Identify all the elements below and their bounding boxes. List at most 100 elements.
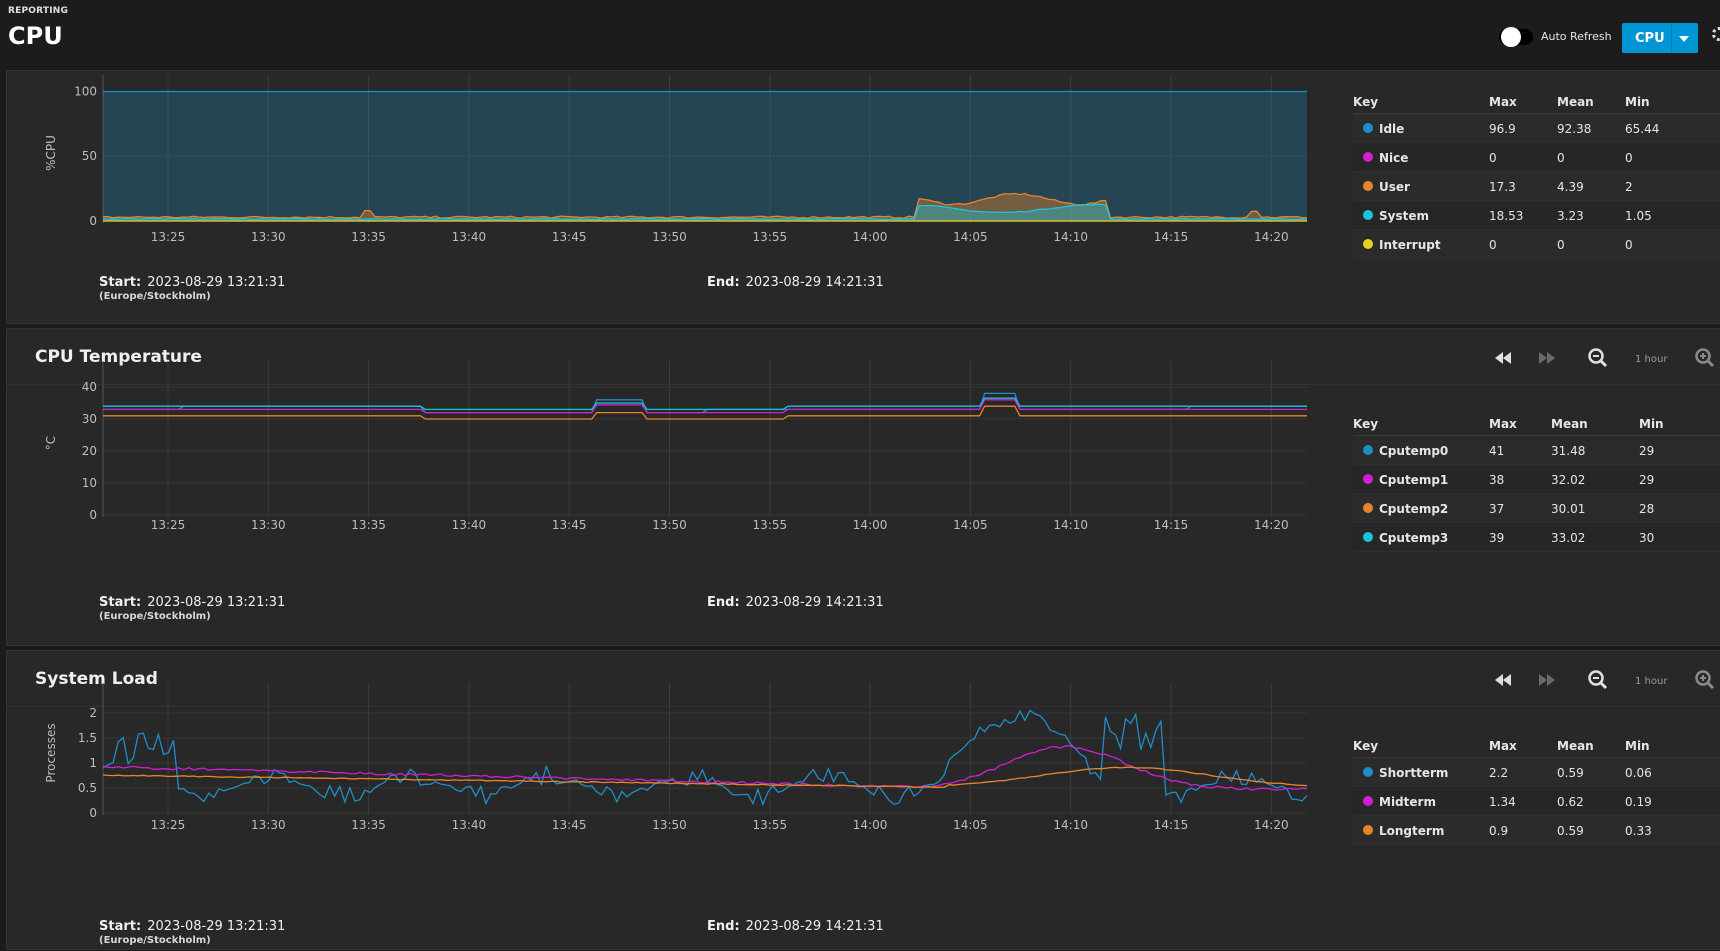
x-tick-label: 14:20	[1254, 818, 1289, 832]
gear-icon[interactable]	[1712, 27, 1720, 41]
system-load-legend: Key Max Mean Min Shortterm 2.2 0.59 0.06 Midterm…	[1353, 733, 1720, 845]
x-tick-label: 13:55	[753, 518, 788, 532]
auto-refresh-toggle-knob[interactable]	[1501, 27, 1521, 47]
end-value: 2023-08-29 14:21:31	[745, 275, 884, 290]
x-tick-label: 13:40	[452, 518, 487, 532]
legend-header-mean: Mean	[1551, 417, 1588, 431]
start-time: Start: 2023-08-29 13:21:31	[99, 595, 285, 610]
x-tick-label: 13:35	[351, 518, 386, 532]
x-tick-label: 14:00	[853, 818, 888, 832]
legend-min-value: 0.06	[1625, 766, 1652, 780]
series-area-system	[103, 204, 1307, 221]
zoom-in-icon[interactable]	[1692, 345, 1718, 371]
legend-min-value: 0	[1625, 151, 1633, 165]
legend-min-value: 30	[1639, 531, 1655, 545]
legend-series-name: Interrupt	[1379, 238, 1441, 252]
series-color-dot	[1363, 152, 1373, 162]
legend-mean-value: 30.01	[1551, 502, 1586, 516]
zoom-out-icon[interactable]	[1585, 667, 1611, 693]
x-tick-label: 14:00	[853, 518, 888, 532]
x-tick-label: 14:10	[1053, 518, 1088, 532]
cpu-temperature-panel: CPU Temperature 1 hour 13:25 13:30 13:35 13…	[6, 328, 1720, 646]
series-color-dot	[1363, 796, 1373, 806]
x-tick-label: 14:15	[1154, 818, 1189, 832]
legend-row-idle[interactable]: Idle 96.9 92.38 65.44	[1353, 114, 1720, 143]
x-tick-label: 14:10	[1053, 818, 1088, 832]
legend-row-cputemp2[interactable]: Cputemp2 37 30.01 28	[1353, 494, 1720, 523]
legend-row-shortterm[interactable]: Shortterm 2.2 0.59 0.06	[1353, 758, 1720, 787]
x-tick-label: 14:15	[1154, 230, 1189, 244]
legend-series-name: Midterm	[1379, 795, 1436, 809]
y-axis-label: %CPU	[44, 135, 58, 171]
end-time: End: 2023-08-29 14:21:31	[707, 595, 884, 610]
zoom-out-icon[interactable]	[1585, 345, 1611, 371]
end-label: End:	[707, 919, 740, 934]
series-color-dot	[1363, 474, 1373, 484]
rewind-icon[interactable]	[1490, 345, 1516, 371]
series-line-system	[102, 203, 1308, 221]
series-color-dot	[1363, 181, 1373, 191]
legend-row-system[interactable]: System 18.53 3.23 1.05	[1353, 201, 1720, 230]
report-select-button[interactable]: CPU	[1622, 23, 1698, 53]
legend-header: Key Max Mean Min	[1353, 733, 1720, 758]
series-line-cputemp3	[103, 397, 1307, 411]
series-line-shortterm	[102, 709, 1308, 807]
legend-row-longterm[interactable]: Longterm 0.9 0.59 0.33	[1353, 816, 1720, 845]
x-tick-label: 13:45	[552, 230, 587, 244]
legend-max-value: 18.53	[1489, 209, 1524, 223]
legend-row-interrupt[interactable]: Interrupt 0 0 0	[1353, 230, 1720, 259]
timezone-label: (Europe/Stockholm)	[99, 611, 211, 622]
legend-header-min: Min	[1625, 739, 1650, 753]
timezone-label: (Europe/Stockholm)	[99, 935, 211, 946]
zoom-range-label: 1 hour	[1635, 354, 1668, 365]
x-tick-label: 13:55	[753, 230, 788, 244]
legend-header-max: Max	[1489, 739, 1517, 753]
breadcrumb[interactable]: REPORTING	[8, 6, 69, 16]
fast-forward-icon[interactable]	[1534, 667, 1560, 693]
y-tick-label: 10	[82, 476, 97, 490]
zoom-in-icon[interactable]	[1692, 667, 1718, 693]
x-tick-label: 14:05	[953, 230, 988, 244]
legend-row-user[interactable]: User 17.3 4.39 2	[1353, 172, 1720, 201]
legend-row-midterm[interactable]: Midterm 1.34 0.62 0.19	[1353, 787, 1720, 816]
end-label: End:	[707, 595, 740, 610]
y-axis-label: °C	[44, 436, 58, 450]
legend-mean-value: 0	[1557, 151, 1565, 165]
start-label: Start:	[99, 595, 142, 610]
legend-row-cputemp0[interactable]: Cputemp0 41 31.48 29	[1353, 436, 1720, 465]
legend-row-nice[interactable]: Nice 0 0 0	[1353, 143, 1720, 172]
legend-row-cputemp3[interactable]: Cputemp3 39 33.02 30	[1353, 523, 1720, 552]
legend-mean-value: 3.23	[1557, 209, 1584, 223]
y-tick-label: 0	[89, 214, 97, 228]
y-tick-label: 20	[82, 444, 97, 458]
cpu-temperature-legend: Key Max Mean Min Cputemp0 41 31.48 29 Cputemp1 38…	[1353, 411, 1720, 552]
legend-max-value: 0	[1489, 151, 1497, 165]
legend-series-name: Cputemp3	[1379, 531, 1449, 545]
x-tick-label: 13:25	[151, 518, 186, 532]
x-tick-label: 13:25	[151, 230, 186, 244]
x-tick-label: 13:35	[351, 230, 386, 244]
legend-min-value: 0.33	[1625, 824, 1652, 838]
auto-refresh-label[interactable]: Auto Refresh	[1541, 30, 1612, 43]
chevron-down-icon[interactable]	[1679, 36, 1689, 42]
x-tick-label: 13:45	[552, 818, 587, 832]
start-value: 2023-08-29 13:21:31	[147, 275, 286, 290]
legend-header: Key Max Mean Min	[1353, 411, 1720, 436]
legend-max-value: 2.2	[1489, 766, 1509, 780]
legend-series-name: User	[1379, 180, 1410, 194]
series-color-dot	[1363, 767, 1373, 777]
zoom-range-label: 1 hour	[1635, 676, 1668, 687]
legend-series-name: Shortterm	[1379, 766, 1449, 780]
fast-forward-icon[interactable]	[1534, 345, 1560, 371]
rewind-icon[interactable]	[1490, 667, 1516, 693]
panel-title: System Load	[35, 669, 158, 689]
series-color-dot	[1363, 210, 1373, 220]
x-tick-label: 13:30	[251, 230, 286, 244]
legend-series-name: Nice	[1379, 151, 1409, 165]
cpu-usage-panel: 13:25 13:30 13:35 13:40 13:45 13:50 13:55 14:00…	[6, 70, 1720, 324]
legend-row-cputemp1[interactable]: Cputemp1 38 32.02 29	[1353, 465, 1720, 494]
y-tick-label: 40	[82, 380, 97, 394]
legend-mean-value: 0.59	[1557, 824, 1584, 838]
series-color-dot	[1363, 532, 1373, 542]
timezone-label: (Europe/Stockholm)	[99, 291, 211, 302]
